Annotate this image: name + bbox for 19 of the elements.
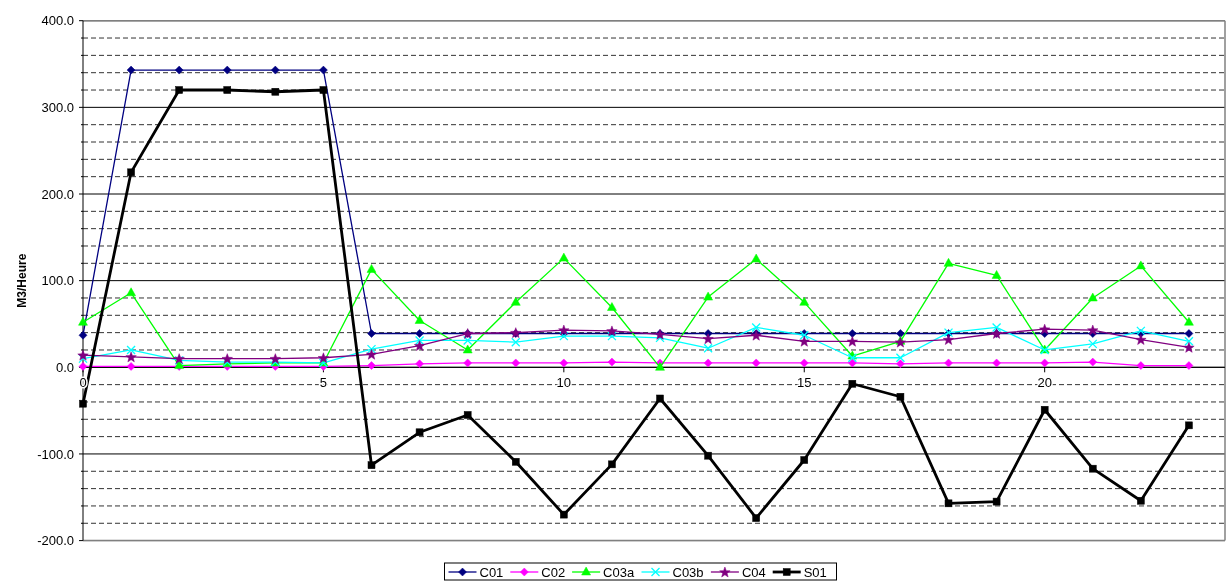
- legend-label: C04: [741, 564, 766, 580]
- x-tick-label: 10: [556, 374, 572, 390]
- y-tick-label: 100.0: [41, 273, 74, 289]
- x-tick-label: 15: [797, 374, 812, 390]
- y-axis-title: M3/Heure: [15, 253, 29, 308]
- y-tick-label: 200.0: [41, 186, 74, 202]
- x-tick-label: 20: [1037, 374, 1052, 390]
- legend-label: S01: [803, 564, 827, 580]
- x-tick-label: 0: [79, 374, 87, 390]
- legend-label: C01: [479, 564, 504, 580]
- y-tick-label: 300.0: [41, 99, 74, 115]
- legend-label: C02: [541, 564, 566, 580]
- legend-label: C03a: [603, 564, 635, 580]
- y-tick-label: 0.0: [55, 359, 74, 375]
- legend-label: C03b: [672, 564, 704, 580]
- x-tick-label: 5: [319, 374, 328, 390]
- y-tick-label: -100.0: [37, 446, 74, 462]
- y-tick-label: -200.0: [37, 533, 74, 549]
- y-tick-label: 400.0: [41, 13, 74, 29]
